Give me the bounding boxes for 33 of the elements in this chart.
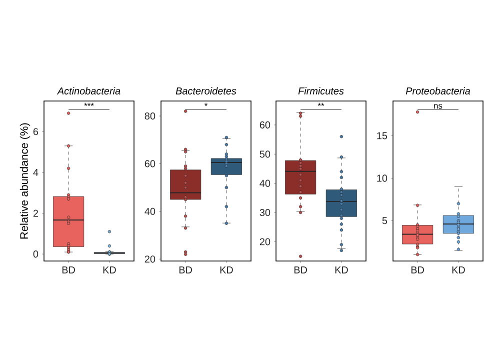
y-tick-label: 50: [260, 150, 270, 158]
chart-title: Actinobacteria: [56, 87, 120, 94]
y-tick-label: 5: [382, 217, 388, 224]
y-tick-label: 80: [144, 112, 156, 120]
y-tick-label: 4: [33, 168, 38, 176]
y-tick-label: 60: [144, 160, 156, 168]
y-tick-label: 0: [33, 250, 38, 258]
x-tick-label: BD: [411, 266, 424, 274]
x-tick-label: BD: [179, 266, 192, 274]
x-tick-label: KD: [220, 266, 233, 274]
annotation: **: [318, 102, 324, 106]
annotation: ***: [84, 102, 94, 106]
y-tick-label: 20: [260, 238, 270, 246]
y-tick-label: 6: [33, 128, 38, 136]
x-tick-label: BD: [62, 266, 75, 274]
y-axis-title: Relative abundance (%): [20, 123, 30, 239]
chart-title: Proteobacteria: [406, 87, 470, 94]
y-tick-label: 60: [260, 121, 270, 128]
y-tick-label: 20: [144, 256, 156, 263]
y-tick-label: 40: [144, 208, 156, 215]
x-tick-label: KD: [103, 266, 116, 274]
y-tick-label: 2: [33, 210, 38, 217]
x-tick-label: KD: [452, 266, 465, 274]
y-tick-label: 15: [377, 132, 388, 140]
x-tick-label: KD: [335, 266, 348, 274]
x-tick-label: BD: [294, 266, 307, 274]
annotation: *: [204, 102, 208, 106]
chart-title: Bacteroidetes: [176, 87, 236, 94]
chart-title: Firmicutes: [298, 87, 344, 94]
y-tick-label: 10: [377, 174, 388, 182]
y-tick-label: 40: [260, 180, 270, 187]
y-tick-label: 30: [260, 209, 270, 216]
annotation: ns: [434, 104, 442, 109]
